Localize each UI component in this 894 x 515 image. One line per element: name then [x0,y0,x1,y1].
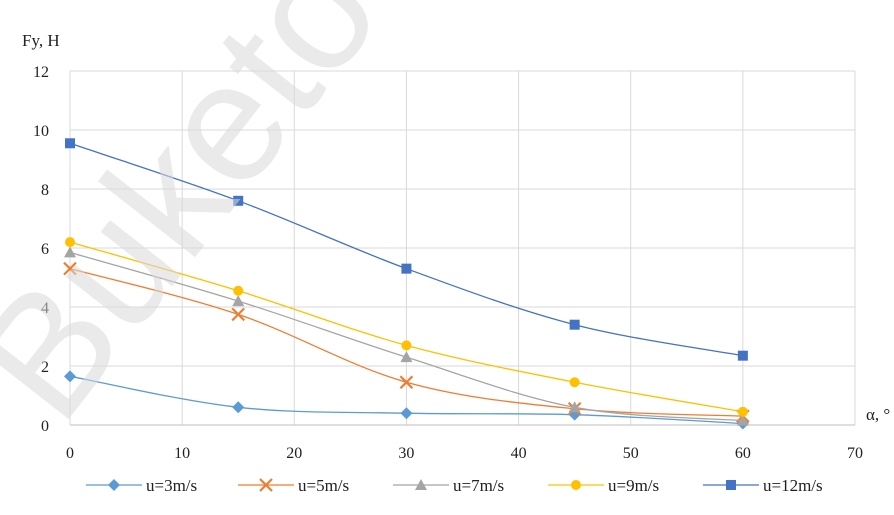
legend-item-0: u=3m/s [86,476,197,495]
x-tick-label-3: 30 [398,445,414,462]
series-3 [65,237,748,417]
x-tick-label-1: 10 [174,445,190,462]
data-point-4-1 [233,195,244,206]
data-point-2-4 [736,414,749,426]
data-point-4-2 [401,263,412,274]
data-point-2-0 [64,246,76,258]
data-point-2-1 [232,295,245,307]
x-tick-label-6: 60 [735,445,751,462]
tick-labels: 0 2 4 6 8 10 12 0 10 20 30 40 50 60 70 [33,64,863,462]
series-2 [64,246,749,426]
series-4 [65,138,748,361]
data-point-1-1 [231,307,245,322]
data-point-3-1 [233,285,244,296]
series-layer [63,138,750,430]
legend-marker-2 [415,479,427,490]
data-point-3-0 [65,237,75,248]
data-point-2-2 [400,351,413,363]
data-point-3-3 [569,377,580,388]
legend-item-1: u=5m/s [238,476,349,495]
data-point-4-0 [65,138,75,149]
x-tick-label-0: 0 [66,445,74,462]
watermark: Buketov U [0,0,572,453]
legend-marker-4 [726,480,736,490]
legend-marker-0 [108,479,120,491]
legend-label-4: u=12m/s [763,476,823,495]
data-point-4-4 [737,350,748,361]
legend-label-3: u=9m/s [608,476,659,495]
y-tick-label-1: 2 [41,359,49,376]
legend-marker-1 [259,478,273,492]
legend-item-2: u=7m/s [393,476,504,495]
data-point-0-1 [232,401,245,414]
data-point-0-0 [64,370,76,383]
y-axis-title: Fy, H [22,31,60,50]
data-point-1-2 [399,375,414,390]
data-point-0-2 [400,407,413,420]
legend-label-2: u=7m/s [453,476,504,495]
data-point-4-3 [569,319,580,330]
legend-item-4: u=12m/s [703,476,823,495]
x-tick-label-5: 50 [623,445,639,462]
legend-marker-3 [571,480,581,490]
data-point-3-4 [737,406,748,417]
grid [69,70,856,426]
x-axis-title: α, ° [866,405,890,424]
data-point-2-3 [568,401,581,413]
y-tick-label-5: 10 [33,123,49,140]
data-point-3-2 [401,340,412,351]
y-tick-label-0: 0 [41,418,49,435]
x-tick-label-4: 40 [511,445,527,462]
y-tick-label-2: 4 [41,300,49,317]
y-tick-label-6: 12 [33,64,49,81]
x-tick-label-2: 20 [286,445,302,462]
legend-item-3: u=9m/s [548,476,659,495]
legend: u=3m/s u=5m/s u=7m/s u=9m/s u=12m/s [86,476,823,495]
data-point-1-0 [63,261,77,276]
y-tick-label-4: 8 [41,182,49,199]
legend-label-0: u=3m/s [146,476,197,495]
legend-label-1: u=5m/s [298,476,349,495]
x-tick-label-7: 70 [847,445,863,462]
y-tick-label-3: 6 [41,241,49,258]
